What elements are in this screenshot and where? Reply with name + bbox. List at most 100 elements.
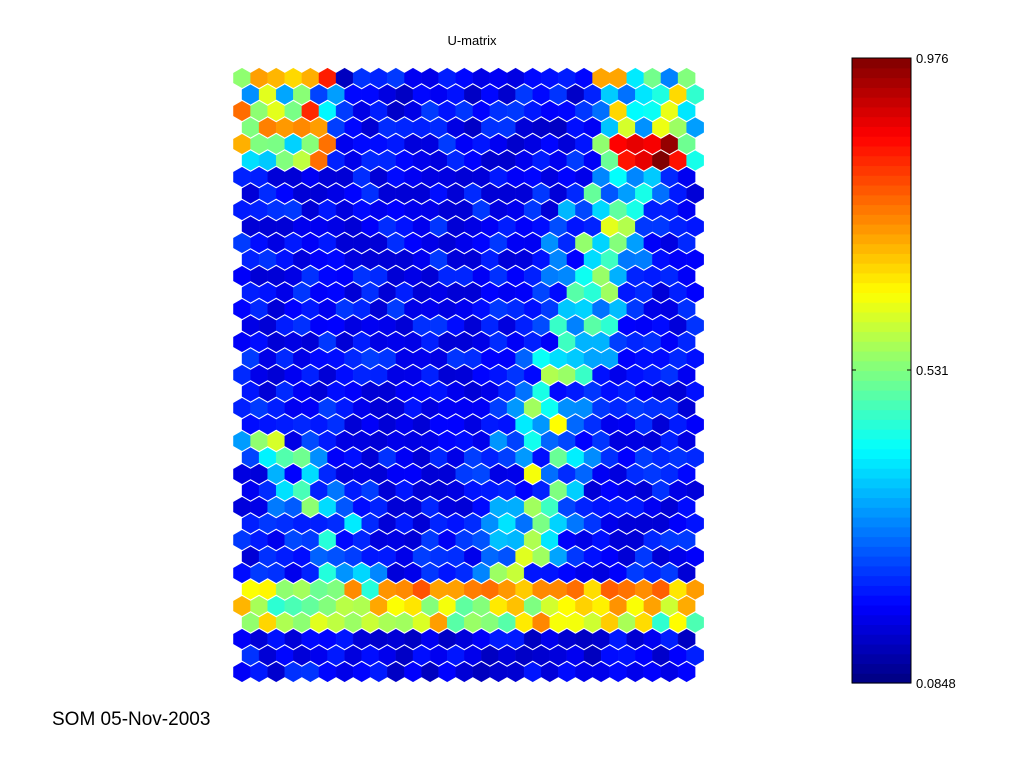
umatrix-hex-cell	[429, 183, 448, 204]
umatrix-hex-cell	[361, 612, 379, 633]
umatrix-hex-cell	[583, 84, 602, 105]
umatrix-hex-cell	[541, 232, 559, 254]
umatrix-hex-cell	[250, 463, 268, 485]
umatrix-hex-cell	[318, 67, 337, 89]
umatrix-hex-cell	[532, 447, 550, 468]
umatrix-hex-cell	[558, 298, 576, 320]
umatrix-hex-cell	[335, 562, 354, 584]
umatrix-hex-cell	[361, 513, 379, 534]
colorbar-band	[852, 585, 911, 596]
umatrix-hex-cell	[549, 480, 568, 501]
umatrix-hex-cell	[370, 100, 388, 122]
umatrix-hex-cell	[506, 430, 525, 452]
umatrix-hex-cell	[293, 315, 311, 336]
colorbar-band	[852, 145, 911, 157]
umatrix-hex-cell	[284, 496, 303, 518]
umatrix-hex-cell	[301, 331, 320, 353]
umatrix-hex-cell	[438, 661, 456, 683]
umatrix-hex-cell	[267, 265, 285, 287]
umatrix-hex-cell	[438, 331, 456, 353]
umatrix-hex-cell	[498, 447, 516, 468]
umatrix-hex-cell	[626, 199, 645, 221]
umatrix-hex-cell	[438, 166, 456, 188]
umatrix-hex-cell	[233, 298, 251, 320]
umatrix-hex-cell	[233, 67, 251, 89]
umatrix-hex-cell	[532, 348, 550, 369]
umatrix-hex-cell	[327, 579, 345, 600]
umatrix-hex-cell	[370, 67, 388, 89]
colorbar-band	[852, 624, 911, 635]
umatrix-hex-cell	[327, 612, 345, 633]
umatrix-hex-cell	[498, 414, 516, 435]
umatrix-hex-cell	[635, 480, 653, 501]
umatrix-hex-cell	[515, 249, 533, 270]
umatrix-hex-cell	[318, 661, 337, 683]
umatrix-hex-cell	[506, 100, 525, 122]
umatrix-hex-cell	[609, 661, 627, 683]
umatrix-hex-cell	[626, 463, 645, 485]
umatrix-hex-cell	[481, 612, 499, 633]
umatrix-hex-cell	[609, 364, 627, 386]
umatrix-hex-cell	[652, 348, 670, 369]
umatrix-hex-cell	[267, 628, 285, 650]
umatrix-hex-cell	[643, 562, 662, 584]
umatrix-hex-cell	[404, 166, 422, 188]
umatrix-hex-cell	[618, 348, 636, 369]
umatrix-hex-cell	[464, 315, 482, 336]
umatrix-hex-cell	[378, 546, 397, 567]
umatrix-hex-cell	[643, 496, 662, 518]
umatrix-hex-cell	[421, 496, 439, 518]
umatrix-hex-cell	[276, 480, 294, 501]
umatrix-hex-cell	[481, 513, 499, 534]
umatrix-hex-cell	[660, 562, 679, 584]
colorbar-band	[852, 546, 911, 557]
umatrix-hex-cell	[472, 430, 491, 452]
umatrix-hex-cell	[566, 249, 585, 270]
colorbar-band	[852, 106, 911, 118]
colorbar-band	[852, 97, 911, 108]
colorbar-band	[852, 116, 911, 127]
umatrix-hex-cell	[660, 430, 679, 452]
umatrix-hex-cell	[421, 595, 439, 617]
umatrix-hex-cell	[370, 463, 388, 485]
umatrix-hex-cell	[429, 645, 448, 666]
umatrix-hex-cell	[429, 381, 448, 402]
umatrix-hex-cell	[370, 298, 388, 320]
umatrix-hex-cell	[489, 166, 508, 188]
umatrix-hex-cell	[404, 133, 422, 155]
umatrix-hex-cell	[472, 661, 491, 683]
umatrix-hex-cell	[284, 298, 303, 320]
umatrix-hex-cell	[686, 612, 704, 633]
umatrix-hex-cell	[558, 133, 576, 155]
umatrix-hex-cell	[660, 595, 679, 617]
umatrix-hex-cell	[352, 595, 371, 617]
colorbar-band	[852, 614, 911, 626]
umatrix-hex-cell	[464, 216, 482, 237]
umatrix-hex-cell	[395, 414, 414, 435]
umatrix-hex-cell	[635, 282, 653, 303]
umatrix-hex-cell	[626, 661, 645, 683]
umatrix-hex-cell	[523, 595, 542, 617]
umatrix-hex-cell	[318, 397, 337, 419]
umatrix-hex-cell	[575, 166, 593, 188]
umatrix-hex-cell	[276, 348, 294, 369]
umatrix-hex-cell	[301, 430, 320, 452]
colorbar-tick-label-max: 0.976	[916, 51, 949, 66]
umatrix-hex-cell	[412, 183, 431, 204]
umatrix-hex-cell	[549, 513, 568, 534]
umatrix-hex-cell	[489, 265, 508, 287]
umatrix-hex-cell	[652, 414, 670, 435]
umatrix-hex-cell	[523, 562, 542, 584]
umatrix-hex-cell	[660, 298, 679, 320]
umatrix-hex-cell	[472, 265, 491, 287]
umatrix-hex-cell	[387, 100, 405, 122]
umatrix-hex-cell	[472, 496, 491, 518]
colorbar-band	[852, 263, 911, 274]
umatrix-hex-cell	[455, 397, 474, 419]
umatrix-hex-cell	[506, 133, 525, 155]
umatrix-hex-cell	[660, 397, 679, 419]
umatrix-hex-cell	[241, 117, 260, 138]
colorbar: 0.976 0.531 0.0848	[851, 51, 956, 691]
umatrix-hex-cell	[395, 249, 414, 270]
umatrix-hex-cell	[472, 562, 491, 584]
